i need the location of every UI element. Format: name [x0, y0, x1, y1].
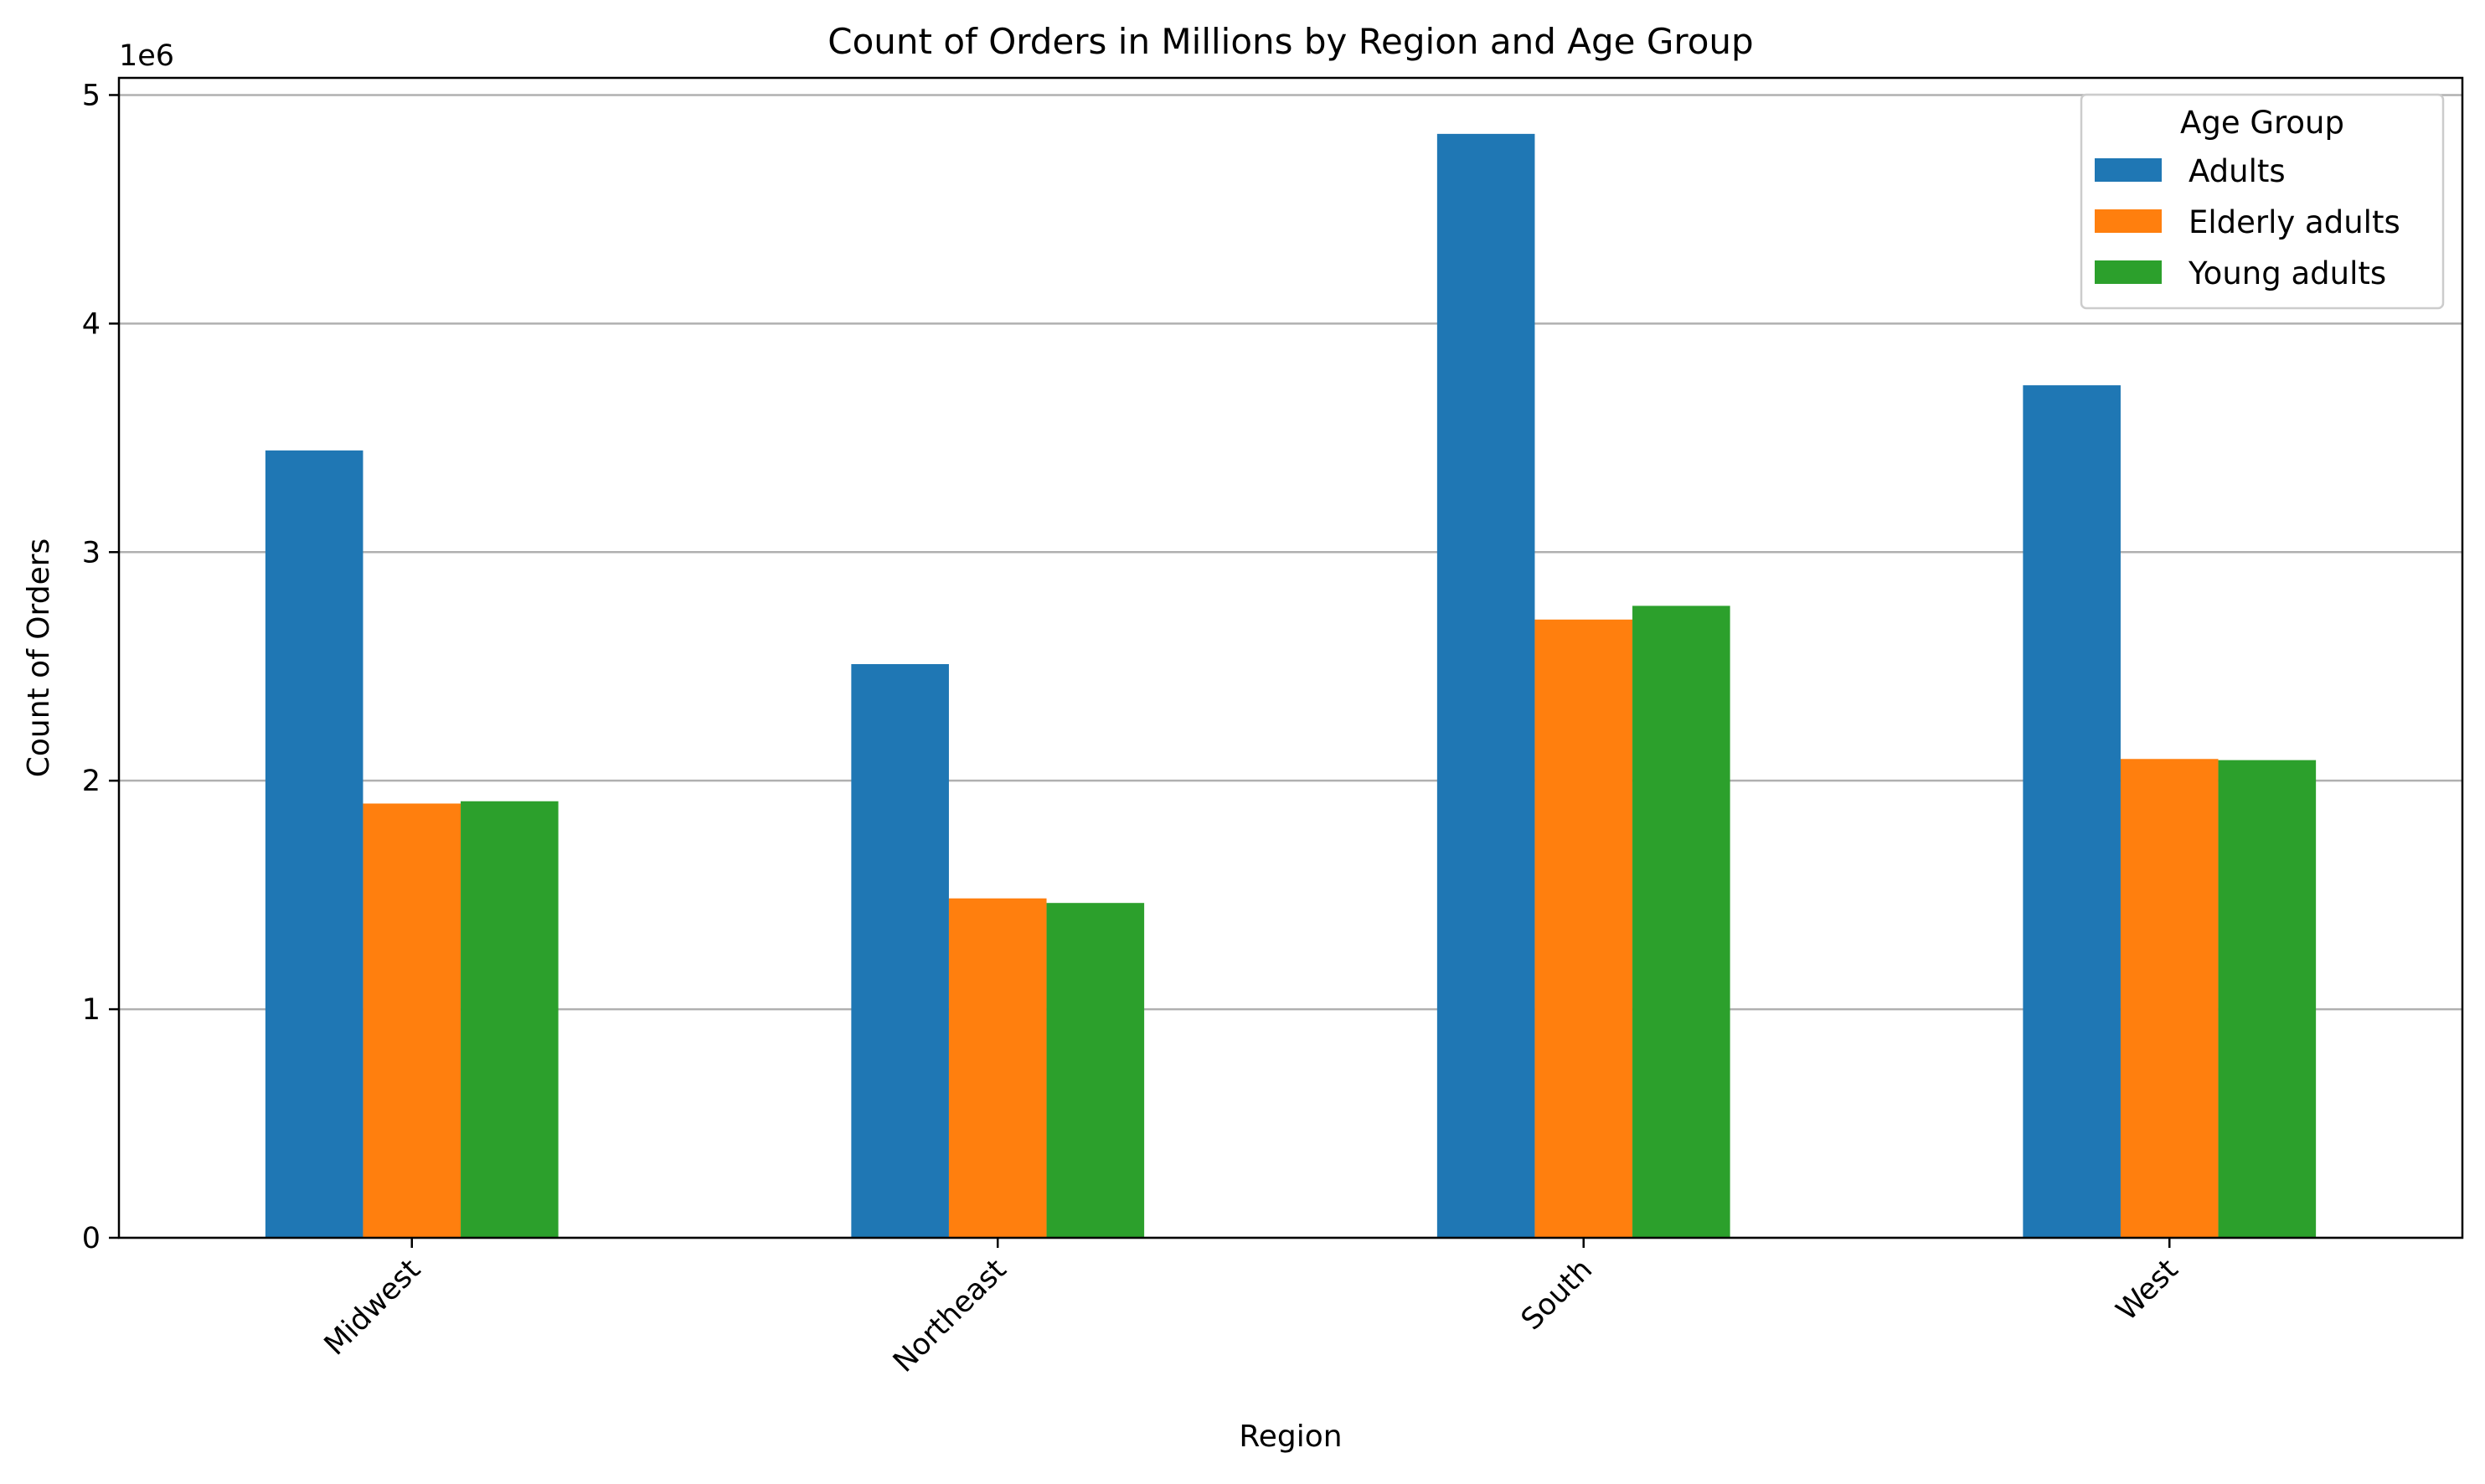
y-tick-label: 1	[82, 993, 101, 1027]
legend-entry-label: Elderly adults	[2189, 204, 2400, 240]
bar-midwest-elderly-adults	[363, 803, 461, 1238]
bar-layer	[265, 133, 2317, 1239]
legend-swatch	[2095, 209, 2162, 233]
bar-west-elderly-adults	[2120, 759, 2219, 1238]
y-tick-label: 5	[82, 79, 101, 112]
legend-swatch	[2095, 158, 2162, 182]
bar-midwest-young-adults	[461, 801, 559, 1238]
bar-northeast-young-adults	[1046, 903, 1145, 1238]
legend-title: Age Group	[2180, 105, 2344, 141]
bar-northeast-adults	[851, 664, 949, 1238]
legend: Age Group Adults Elderly adults Young adul…	[2080, 93, 2445, 310]
x-axis-label: Region	[1239, 1420, 1342, 1454]
bar-midwest-adults	[265, 450, 363, 1238]
bar-west-adults	[2023, 385, 2121, 1239]
y-tick-label: 2	[82, 765, 101, 798]
bar-northeast-elderly-adults	[948, 898, 1047, 1238]
y-tick-label: 0	[82, 1222, 101, 1255]
legend-swatch	[2095, 260, 2162, 284]
bar-south-elderly-adults	[1534, 619, 1633, 1238]
y-tick-label: 4	[82, 307, 101, 341]
bar-west-young-adults	[2218, 760, 2317, 1238]
y-axis-offset-label: 1e6	[119, 39, 174, 73]
y-tick-label: 3	[82, 536, 101, 569]
axes-frame	[117, 76, 2464, 1239]
legend-box	[2080, 93, 2445, 310]
bar-south-young-adults	[1632, 605, 1730, 1238]
bar-south-adults	[1436, 133, 1535, 1239]
y-axis-label: Count of Orders	[22, 538, 56, 778]
chart-title: Count of Orders in Millions by Region an…	[827, 21, 1753, 62]
legend-entry-label: Adults	[2189, 153, 2286, 189]
legend-entries: Adults Elderly adults Young adults	[2095, 153, 2400, 291]
legend-entry-label: Young adults	[2188, 255, 2386, 291]
